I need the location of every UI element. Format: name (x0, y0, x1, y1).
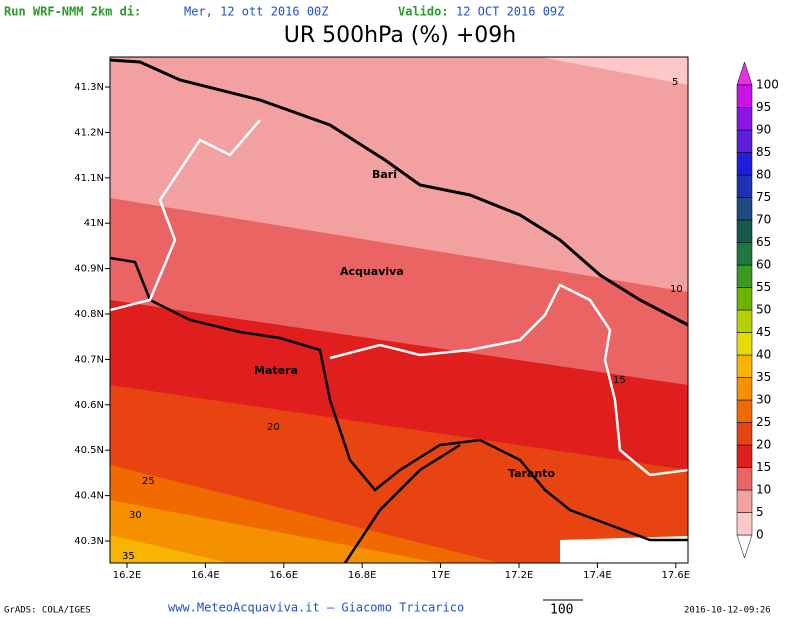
city-label: Acquaviva (340, 265, 404, 278)
colorbar-cell (736, 377, 753, 401)
colorbar-cell (736, 197, 753, 221)
lon-tick-label: 17.2E (505, 570, 534, 581)
coastline (110, 256, 688, 542)
axis-ticks: 41.3N 41.2N 41.1N 41N 40.9N 40.8N 40.7N 40.6N 40… (74, 82, 690, 581)
colorbar-label: 20 (756, 438, 771, 452)
lon-tick-label: 16.6E (270, 570, 299, 581)
colorbar-label: 45 (756, 325, 771, 339)
vector-scale: 100 (550, 603, 573, 618)
colorbar-label: 35 (756, 370, 771, 384)
band (540, 57, 688, 85)
city-label: Bari (372, 168, 397, 181)
colorbar-cell (736, 512, 753, 536)
contour-label: 20 (267, 422, 280, 433)
colorbar-label: 50 (756, 303, 771, 317)
contour-label: 10 (670, 284, 683, 295)
lat-tick-label: 40.7N (74, 354, 104, 365)
timestamp: 2016-10-12-09:26 (684, 606, 771, 616)
contour-label: 35 (122, 551, 135, 562)
colorbar-label: 75 (756, 190, 771, 204)
map-area: Bari Acquaviva Matera Taranto 5 10 15 20… (109, 56, 689, 564)
colorbar-cell (736, 174, 753, 198)
colorbar-label: 95 (756, 100, 771, 114)
colorbar-top (736, 61, 753, 86)
colorbar-label: 0 (756, 528, 764, 542)
lon-tick-label: 17E (431, 570, 450, 581)
lat-tick-label: 40.8N (74, 309, 104, 320)
lon-tick-label: 17.4E (583, 570, 612, 581)
colorbar-cell (736, 422, 753, 446)
colorbar-cell (736, 309, 753, 333)
colorbar-cell (736, 399, 753, 423)
colorbar-cell (736, 332, 753, 356)
lat-tick-label: 41.1N (74, 173, 104, 184)
coastline (343, 443, 461, 563)
city-label: Taranto (508, 467, 555, 480)
lat-tick-label: 40.4N (74, 491, 104, 502)
colorbar-label: 30 (756, 393, 771, 407)
region-border (110, 119, 688, 477)
coastline (110, 58, 688, 327)
colorbar-label: 55 (756, 280, 771, 294)
frame (109, 56, 689, 564)
colorbar-cell (736, 467, 753, 491)
contour-label: 25 (142, 476, 155, 487)
lat-tick-label: 40.5N (74, 445, 104, 456)
colorbar-label: 90 (756, 123, 771, 137)
contour-label: 30 (129, 510, 142, 521)
colorbar-label: 10 (756, 483, 771, 497)
colorbar-label: 40 (756, 348, 771, 362)
lon-tick-label: 16.2E (113, 570, 142, 581)
run-label: Run WRF-NMM 2km di: (4, 5, 141, 19)
map-title: UR 500hPa (%) +09h (284, 23, 517, 48)
site: www.MeteoAcquaviva.it – Giacomo Tricaric… (168, 601, 464, 615)
valid-date: 12 OCT 2016 09Z (456, 5, 564, 19)
run-date: Mer, 12 ott 2016 00Z (184, 5, 329, 19)
contour-label: 15 (613, 375, 626, 386)
colorbar-bottom (736, 534, 753, 559)
colorbar-label: 70 (756, 213, 771, 227)
colorbar-label: 60 (756, 258, 771, 272)
lat-tick-label: 40.6N (74, 400, 104, 411)
colorbar-cell (736, 489, 753, 513)
colorbar-cell (736, 219, 753, 243)
colorbar-cell (736, 242, 753, 266)
colorbar-label: 85 (756, 145, 771, 159)
valid-label: Valido: (398, 5, 449, 19)
lat-tick-label: 41N (84, 218, 104, 229)
lat-tick-label: 40.9N (74, 264, 104, 275)
colorbar-cell (736, 287, 753, 311)
colorbar-label: 25 (756, 415, 771, 429)
band (110, 535, 230, 563)
city-label: Matera (254, 364, 298, 377)
colorbar-cell (736, 84, 753, 108)
lon-tick-label: 17.6E (662, 570, 691, 581)
colorbar-cell (736, 444, 753, 468)
lon-tick-label: 16.4E (191, 570, 220, 581)
colorbar-label: 100 (756, 78, 779, 92)
lat-tick-label: 40.3N (74, 536, 104, 547)
colorbar-label: 65 (756, 235, 771, 249)
colorbar-cell (736, 129, 753, 153)
lat-tick-label: 41.2N (74, 127, 104, 138)
colorbar-cell (736, 264, 753, 288)
credit: GrADS: COLA/IGES (4, 606, 91, 616)
colorbar-label: 15 (756, 460, 771, 474)
band (110, 500, 440, 563)
colorbar-label: 5 (756, 505, 764, 519)
lat-tick-label: 41.3N (74, 82, 104, 93)
sea-edge (560, 536, 688, 563)
contour-label: 5 (672, 77, 678, 88)
colorbar: 0 5 10 15 20 25 30 35 40 45 50 55 60 65 70 75 80 85 90 95 10… (736, 61, 779, 559)
colorbar-cell (736, 107, 753, 131)
colorbar-label: 80 (756, 168, 771, 182)
colorbar-cell (736, 354, 753, 378)
colorbar-cell (736, 152, 753, 176)
lon-tick-label: 16.8E (348, 570, 377, 581)
